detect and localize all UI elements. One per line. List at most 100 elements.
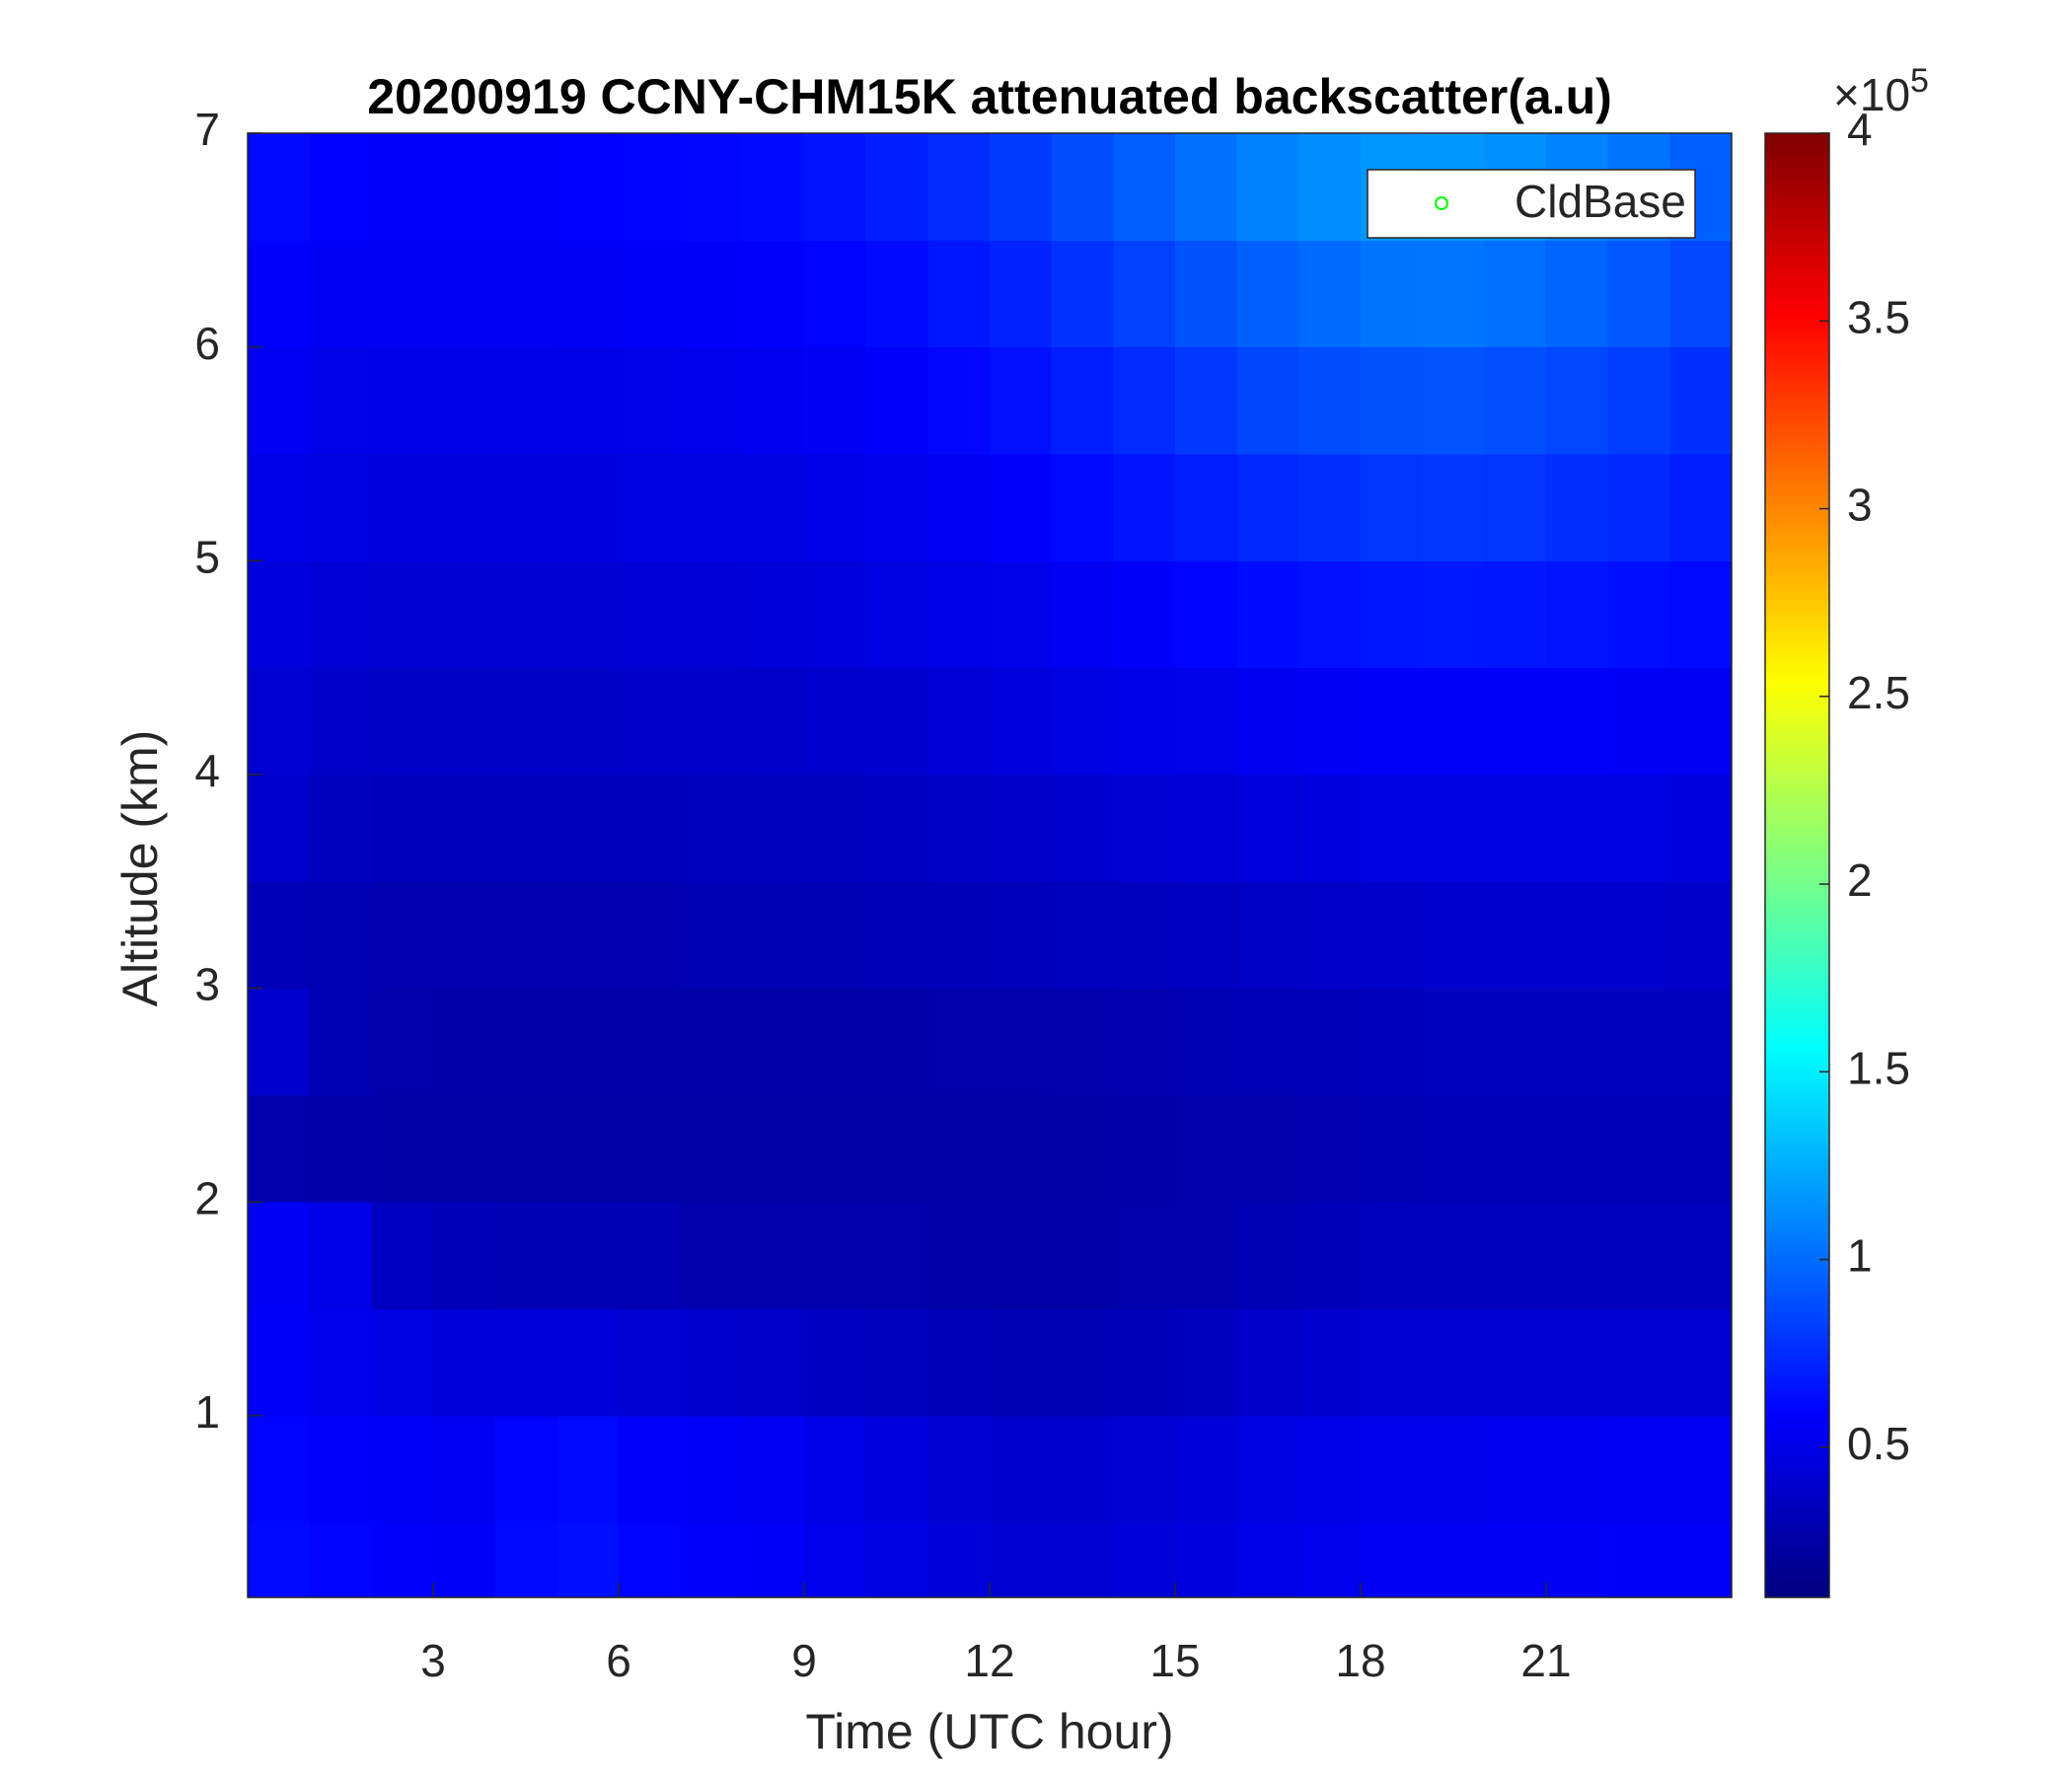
heatmap-cell bbox=[1298, 1522, 1362, 1597]
colorbar-tick-label: 2.5 bbox=[1847, 667, 1910, 718]
heatmap-cell bbox=[1669, 881, 1732, 990]
heatmap-cell bbox=[804, 1308, 867, 1417]
heatmap-cell bbox=[1113, 560, 1176, 669]
heatmap-cell bbox=[1484, 1415, 1547, 1523]
x-axis-label: Time (UTC hour) bbox=[805, 1704, 1173, 1759]
heatmap-cell bbox=[1607, 1202, 1670, 1310]
heatmap-cell bbox=[990, 1415, 1053, 1523]
heatmap-cell bbox=[556, 133, 620, 241]
heatmap-cell bbox=[248, 240, 311, 348]
heatmap-cell bbox=[1298, 133, 1362, 241]
heatmap-cell bbox=[1422, 667, 1485, 776]
heatmap-cell bbox=[1113, 346, 1176, 455]
heatmap-cell bbox=[1484, 346, 1547, 455]
heatmap-cell bbox=[680, 988, 743, 1096]
heatmap-cell bbox=[433, 560, 496, 669]
heatmap-cell bbox=[804, 453, 867, 561]
heatmap-cell bbox=[804, 1522, 867, 1597]
heatmap-cell bbox=[1236, 881, 1299, 990]
heatmap-cell bbox=[309, 988, 372, 1096]
heatmap-cell bbox=[804, 240, 867, 348]
heatmap-cell bbox=[1236, 667, 1299, 776]
heatmap-cell bbox=[619, 1202, 682, 1310]
heatmap-cell bbox=[619, 346, 682, 455]
heatmap-cell bbox=[1051, 133, 1114, 241]
heatmap-cell bbox=[804, 881, 867, 990]
heatmap-cell bbox=[1361, 560, 1424, 669]
heatmap-cell bbox=[1051, 1308, 1114, 1417]
heatmap-cell bbox=[1484, 1202, 1547, 1310]
heatmap-cell bbox=[1546, 560, 1609, 669]
heatmap-cell bbox=[556, 667, 620, 776]
heatmap-cell bbox=[1113, 1308, 1176, 1417]
heatmap-cell bbox=[742, 1308, 805, 1417]
heatmap-cell bbox=[804, 1415, 867, 1523]
heatmap-cell bbox=[927, 774, 991, 882]
colorbar-tick-label: 4 bbox=[1847, 104, 1873, 155]
heatmap-cell bbox=[1484, 881, 1547, 990]
heatmap-cell bbox=[619, 988, 682, 1096]
heatmap-cell bbox=[1546, 346, 1609, 455]
heatmap-cell bbox=[865, 240, 928, 348]
heatmap-cell bbox=[742, 1094, 805, 1203]
heatmap-cell bbox=[927, 453, 991, 561]
heatmap-cell bbox=[1236, 346, 1299, 455]
colorbar-exponent: 5 bbox=[1910, 62, 1929, 100]
heatmap-cell bbox=[1361, 988, 1424, 1096]
heatmap-cell bbox=[371, 240, 434, 348]
heatmap-cell bbox=[865, 453, 928, 561]
heatmap-cell bbox=[494, 774, 557, 882]
heatmap-cell bbox=[865, 881, 928, 990]
heatmap-cell bbox=[742, 1522, 805, 1597]
heatmap-cell bbox=[1546, 881, 1609, 990]
heatmap-cell bbox=[556, 1094, 620, 1203]
heatmap-cell bbox=[619, 774, 682, 882]
heatmap-cell bbox=[1298, 1308, 1362, 1417]
heatmap-cell bbox=[1484, 1522, 1547, 1597]
heatmap-cell bbox=[1113, 240, 1176, 348]
heatmap-cell bbox=[433, 1094, 496, 1203]
heatmap-cell bbox=[1607, 240, 1670, 348]
heatmap-cell bbox=[1669, 1202, 1732, 1310]
heatmap-cell bbox=[990, 774, 1053, 882]
x-tick-label: 6 bbox=[606, 1635, 631, 1686]
heatmap-cell bbox=[742, 453, 805, 561]
heatmap-cell bbox=[371, 1522, 434, 1597]
heatmap-cell bbox=[1546, 1522, 1609, 1597]
heatmap-cell bbox=[1546, 240, 1609, 348]
heatmap-cell bbox=[927, 988, 991, 1096]
heatmap-cell bbox=[1051, 1522, 1114, 1597]
heatmap-cell bbox=[1236, 1202, 1299, 1310]
heatmap-cell bbox=[1175, 1522, 1238, 1597]
heatmap-cell bbox=[1298, 988, 1362, 1096]
heatmap-cell bbox=[1607, 881, 1670, 990]
heatmap-cell bbox=[1051, 774, 1114, 882]
heatmap-cell bbox=[990, 240, 1053, 348]
heatmap-cell bbox=[433, 346, 496, 455]
legend-box bbox=[1367, 169, 1696, 239]
heatmap-cell bbox=[1361, 774, 1424, 882]
heatmap-cell bbox=[1298, 560, 1362, 669]
heatmap-cell bbox=[1607, 1094, 1670, 1203]
heatmap-cell bbox=[1669, 560, 1732, 669]
heatmap-cell bbox=[742, 667, 805, 776]
heatmap-cell bbox=[680, 560, 743, 669]
heatmap-cell bbox=[1236, 988, 1299, 1096]
heatmap-cell bbox=[556, 774, 620, 882]
heatmap-cell bbox=[1298, 1094, 1362, 1203]
heatmap-cell bbox=[1669, 346, 1732, 455]
heatmap-cell bbox=[494, 453, 557, 561]
heatmap-cell bbox=[619, 1094, 682, 1203]
heatmap-cell bbox=[865, 133, 928, 241]
heatmap-cell bbox=[865, 1202, 928, 1310]
heatmap-cell bbox=[1669, 1308, 1732, 1417]
heatmap-cell bbox=[371, 1202, 434, 1310]
heatmap-cell bbox=[1113, 1522, 1176, 1597]
heatmap-cell bbox=[1051, 988, 1114, 1096]
heatmap-cell bbox=[742, 133, 805, 241]
heatmap-cell bbox=[556, 560, 620, 669]
heatmap-cell bbox=[619, 881, 682, 990]
y-tick-label: 7 bbox=[194, 104, 220, 155]
heatmap-cell bbox=[1051, 667, 1114, 776]
heatmap-cell bbox=[1484, 240, 1547, 348]
